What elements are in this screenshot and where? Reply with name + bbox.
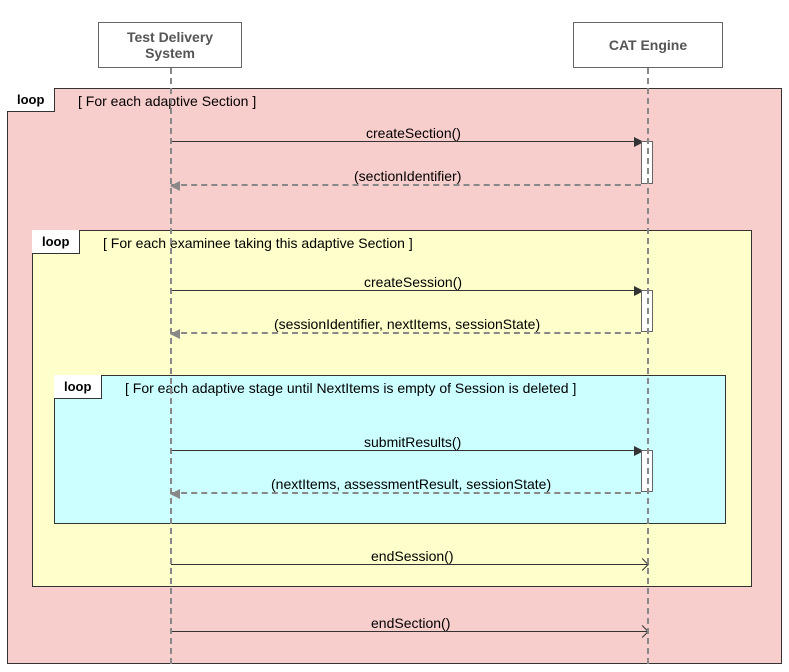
msg-create-session-label: createSession() <box>358 274 468 290</box>
msg-end-session <box>171 564 647 565</box>
loop-outer-guard: [ For each adaptive Section ] <box>78 93 256 109</box>
msg-submit-results-label: submitResults() <box>358 434 467 450</box>
msg-section-identifier <box>171 184 641 186</box>
msg-create-session <box>171 290 643 291</box>
loop-keyword: loop <box>64 379 91 394</box>
loop-inner-guard: [ For each adaptive stage until NextItem… <box>125 380 576 396</box>
loop-middle-guard: [ For each examinee taking this adaptive… <box>103 235 413 251</box>
msg-section-identifier-label: (sectionIdentifier) <box>348 168 467 184</box>
loop-inner-tab: loop <box>54 375 102 399</box>
lifeline-cat-engine-overlay <box>647 88 649 664</box>
msg-create-section-label: createSection() <box>360 125 467 141</box>
participant-test-delivery: Test Delivery System <box>98 22 242 68</box>
msg-submit-return <box>171 492 641 494</box>
loop-middle-tab: loop <box>32 230 80 254</box>
participant-label: CAT Engine <box>609 37 687 53</box>
msg-session-return <box>171 332 641 334</box>
loop-outer-tab: loop <box>7 88 55 112</box>
msg-session-return-label: (sessionIdentifier, nextItems, sessionSt… <box>268 316 546 332</box>
msg-submit-return-label: (nextItems, assessmentResult, sessionSta… <box>265 476 557 492</box>
loop-keyword: loop <box>17 92 44 107</box>
msg-end-session-label: endSession() <box>365 548 460 564</box>
loop-keyword: loop <box>42 234 69 249</box>
lifeline-test-delivery-overlay <box>170 88 172 664</box>
msg-end-section-label: endSection() <box>365 615 456 631</box>
msg-create-section <box>171 141 643 142</box>
participant-label: Test Delivery System <box>127 29 213 61</box>
msg-submit-results <box>171 450 643 451</box>
msg-end-section <box>171 631 647 632</box>
participant-cat-engine: CAT Engine <box>573 22 723 68</box>
